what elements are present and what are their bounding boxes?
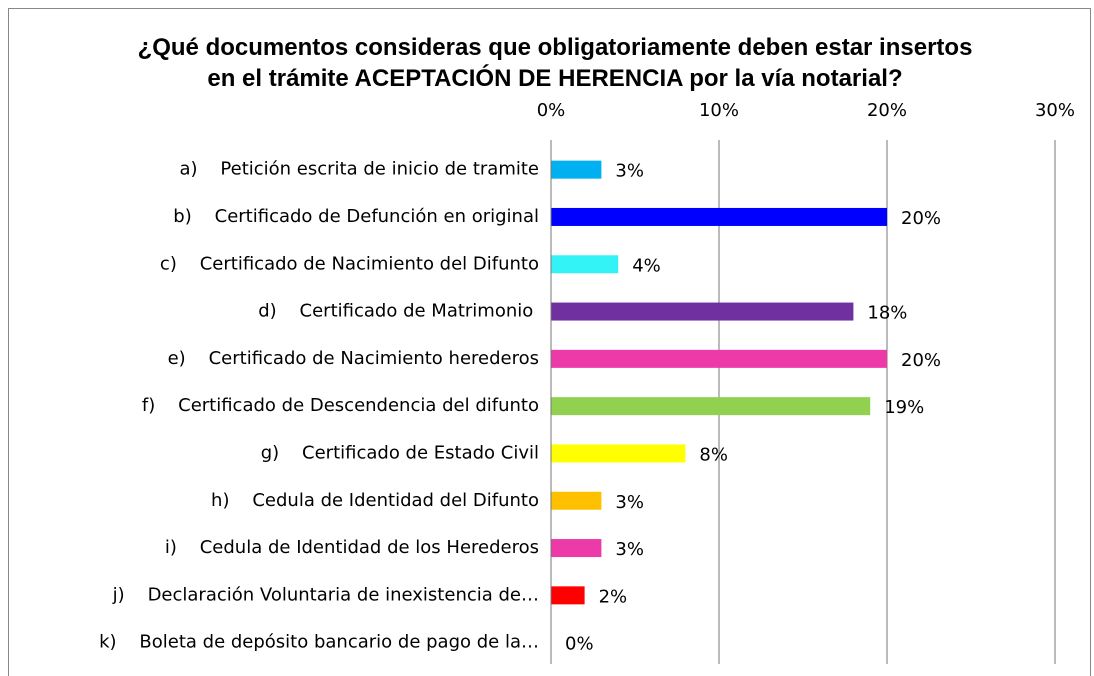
y-tick-label: g) Certificado de Estado Civil bbox=[261, 442, 539, 463]
data-label: 3% bbox=[615, 161, 644, 182]
bar bbox=[551, 255, 619, 274]
bar bbox=[551, 160, 602, 179]
data-label: 0% bbox=[565, 634, 594, 655]
y-tick-label: a) Petición escrita de inicio de tramite bbox=[179, 159, 539, 180]
data-label: 8% bbox=[699, 444, 728, 465]
y-tick-label: h) Cedula de Identidad del Difunto bbox=[211, 490, 539, 511]
x-tick-label: 10% bbox=[699, 100, 739, 121]
data-label: 4% bbox=[632, 255, 661, 276]
x-tick-label: 30% bbox=[1035, 100, 1075, 121]
y-tick-label: b) Certificado de Defunción en original bbox=[173, 206, 539, 227]
y-tick-label: d) Certificado de Matrimonio bbox=[258, 301, 539, 322]
y-tick-label: i) Cedula de Identidad de los Herederos bbox=[165, 537, 539, 558]
chart-title: ¿Qué documentos consideras que obligator… bbox=[137, 34, 973, 92]
bar bbox=[551, 397, 871, 416]
data-label: 19% bbox=[884, 397, 924, 418]
y-tick-label: k) Boleta de depósito bancario de pago d… bbox=[99, 632, 539, 653]
bar bbox=[551, 444, 686, 463]
bar bbox=[551, 539, 602, 558]
y-tick-label: e) Certificado de Nacimiento herederos bbox=[168, 348, 539, 369]
bar bbox=[551, 491, 602, 510]
y-tick-label: f) Certificado de Descendencia del difun… bbox=[142, 395, 539, 416]
x-tick-label: 20% bbox=[867, 100, 907, 121]
data-label: 20% bbox=[901, 350, 941, 371]
chart-border bbox=[8, 8, 1091, 676]
data-label: 3% bbox=[615, 492, 644, 513]
y-tick-label: c) Certificado de Nacimiento del Difunto bbox=[160, 253, 539, 274]
data-label: 3% bbox=[615, 539, 644, 560]
bar bbox=[551, 302, 854, 321]
data-label: 20% bbox=[901, 208, 941, 229]
data-label: 2% bbox=[599, 586, 628, 607]
data-label: 18% bbox=[867, 303, 907, 324]
bar bbox=[551, 207, 887, 226]
y-tick-label: j) Declaración Voluntaria de inexistenci… bbox=[112, 584, 539, 605]
bar bbox=[551, 586, 585, 605]
x-tick-label: 0% bbox=[537, 100, 566, 121]
bar bbox=[551, 349, 887, 368]
